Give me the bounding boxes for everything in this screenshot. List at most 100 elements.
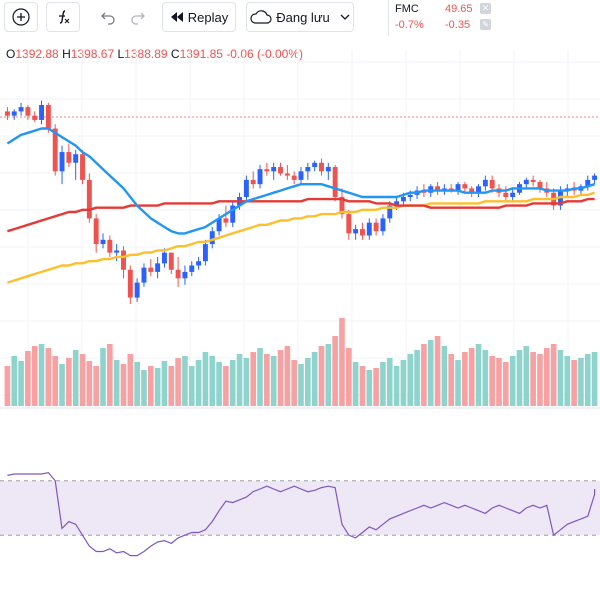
candle-body	[209, 231, 215, 245]
volume-bar	[537, 354, 543, 406]
ticker-symbol: FMC	[395, 3, 419, 15]
volume-bars	[4, 318, 598, 406]
close-icon[interactable]: ✕	[480, 3, 491, 14]
ticker-widget[interactable]: FMC 49.65 -0.7% -0.35 ✕ ✎	[388, 0, 494, 36]
volume-bar	[216, 362, 222, 406]
volume-bar	[175, 358, 181, 406]
save-label: Đang lưu	[276, 9, 330, 25]
candle-body	[196, 261, 202, 266]
candle-body	[346, 214, 352, 234]
candle-body	[223, 218, 229, 223]
volume-bar	[52, 356, 59, 406]
candle-body	[93, 218, 99, 245]
volume-bar	[414, 350, 420, 406]
candle-body	[161, 252, 167, 264]
volume-bar	[352, 362, 359, 406]
pencil-icon[interactable]: ✎	[480, 19, 491, 30]
redo-icon[interactable]	[130, 9, 146, 25]
volume-bar	[523, 346, 530, 406]
candlesticks	[4, 100, 598, 304]
volume-bar	[154, 368, 161, 406]
volume-bar	[578, 358, 584, 406]
volume-bar	[503, 362, 509, 406]
volume-bar	[407, 354, 414, 406]
volume-bar	[31, 346, 38, 406]
candle-body	[141, 267, 147, 283]
candle-body	[394, 201, 400, 206]
volume-bar	[45, 348, 52, 406]
undo-icon[interactable]	[100, 9, 116, 25]
candle-body	[305, 167, 311, 172]
candle-body	[4, 111, 10, 116]
candle-body	[189, 265, 195, 272]
volume-bar	[543, 348, 550, 406]
add-symbol-button[interactable]	[4, 2, 38, 32]
ohlc-low: 1388.89	[124, 47, 168, 61]
volume-bar	[250, 352, 257, 406]
indicator-button[interactable]	[46, 2, 80, 32]
ma-fast-line	[6, 127, 595, 235]
volume-bar	[72, 350, 79, 406]
rsi-pane	[0, 407, 600, 600]
candle-body	[202, 244, 208, 262]
volume-bar	[530, 352, 536, 406]
candle-body	[476, 186, 481, 193]
rewind-icon	[170, 11, 184, 23]
volume-bar	[134, 362, 140, 406]
candle-body	[278, 167, 283, 174]
ticker-price: 49.65	[445, 3, 473, 15]
candle-body	[291, 175, 297, 180]
save-layout-button[interactable]: Đang lưu	[246, 2, 354, 32]
volume-bar	[59, 364, 65, 406]
volume-bar	[120, 364, 127, 406]
candle-body	[332, 167, 338, 197]
candle-body	[353, 229, 359, 234]
volume-bar	[270, 356, 277, 406]
candle-body	[284, 173, 290, 176]
volume-bar	[441, 346, 448, 406]
candle-body	[134, 282, 140, 298]
ohlc-open: 1392.88	[15, 47, 59, 61]
volume-bar	[496, 358, 502, 406]
volume-bar	[482, 350, 489, 406]
volume-bar	[277, 350, 284, 406]
candle-body	[121, 250, 126, 270]
candle-body	[510, 192, 516, 197]
volume-bar	[305, 358, 311, 406]
rsi-path	[7, 471, 596, 557]
volume-bar	[434, 336, 441, 406]
candle-body	[537, 182, 543, 189]
volume-bar	[93, 366, 99, 406]
price-chart[interactable]	[0, 36, 600, 600]
candle-body	[462, 184, 468, 189]
volume-bar	[38, 344, 45, 406]
volume-bar	[236, 354, 243, 406]
volume-bar	[195, 360, 202, 406]
volume-bar	[373, 368, 379, 406]
volume-bar	[223, 366, 229, 406]
candle-body	[107, 239, 113, 253]
volume-bar	[168, 366, 175, 406]
volume-bar	[311, 352, 318, 406]
volume-bar	[86, 361, 93, 406]
ohlc-close-key: C	[170, 47, 180, 61]
volume-bar	[489, 356, 495, 406]
volume-bar	[557, 350, 564, 406]
volume-bar	[18, 361, 24, 406]
candle-body	[455, 184, 461, 191]
replay-button[interactable]: Replay	[162, 2, 236, 32]
volume-bar	[427, 340, 434, 406]
replay-label: Replay	[187, 9, 229, 25]
candle-body	[585, 179, 591, 187]
candle-body	[182, 271, 188, 279]
moving-averages	[6, 127, 595, 284]
candle-body	[264, 169, 270, 172]
volume-bar	[386, 358, 393, 406]
volume-bar	[564, 356, 571, 406]
candle-body	[39, 104, 45, 120]
volume-bar	[66, 358, 72, 406]
volume-bar	[11, 356, 18, 406]
volume-bar	[359, 366, 366, 406]
candle-body	[155, 263, 161, 272]
candle-body	[530, 179, 536, 183]
